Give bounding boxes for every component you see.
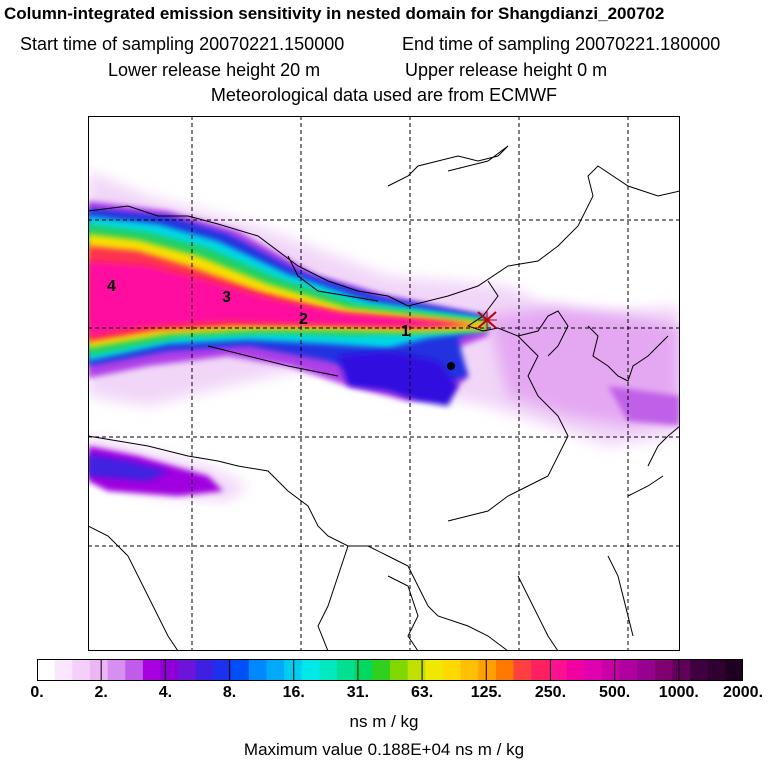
colorbar [37,659,743,681]
colorbar-segment [478,659,497,681]
colorbar-tick-label: 1000. [658,684,699,701]
colorbar-segment [601,659,620,681]
colorbar-tick-label: 16. [282,684,305,701]
emission-sensitivity-map: 1 2 3 4 [88,116,680,651]
colorbar-segment [707,659,726,681]
colorbar-segment [301,659,320,681]
met-data-label: Meteorological data used are from ECMWF [210,85,558,105]
colorbar-tick-label: 4. [158,684,173,701]
colorbar-segment [390,659,409,681]
colorbar-segment [195,659,214,681]
colorbar-tick-label: 500. [599,684,631,701]
colorbar-segment [72,659,91,681]
colorbar-tick-label: 0. [30,684,44,701]
colorbar-segment [690,659,709,681]
colorbar-segment [354,659,373,681]
colorbar-segment [160,659,179,681]
colorbar-tick-label: 250. [534,684,567,701]
colorbar-segment [213,659,232,681]
colorbar-segment [531,659,550,681]
colorbar-segment [372,659,391,681]
colorbar-tick-label: 125. [470,684,502,701]
city-dot [447,362,455,370]
colorbar-segment [89,659,109,681]
plume-layer [88,171,680,501]
release-height-row: Lower release height 20 m Upper release … [0,60,768,84]
colorbar-segment [142,659,162,681]
upper-release-label: Upper release height 0 m [405,60,608,80]
colorbar-segment [548,659,567,681]
colorbar-segment [248,659,267,681]
colorbar-tick-label: 8. [222,684,237,701]
day-marker-1: 1 [401,323,410,340]
colorbar-segment [319,659,338,681]
colorbar-segment [407,659,426,681]
colorbar-segment [566,659,585,681]
end-time-label: End time of sampling 20070221.180000 [402,34,721,54]
colorbar-segment [284,659,303,681]
start-time-label: Start time of sampling 20070221.150000 [20,34,345,54]
colorbar-segment [231,659,250,681]
colorbar-segment [584,659,603,681]
colorbar-tick-label: 2000. [722,684,764,701]
colorbar-segment [54,659,73,681]
coastlines [88,145,680,651]
colorbar-segment [107,659,126,681]
day-marker-3: 3 [222,289,231,306]
colorbar-tick-label: 31. [346,684,370,701]
colorbar-segment [513,659,532,681]
lat-lon-grid [88,116,680,651]
colorbar-segment [125,659,144,681]
colorbar-tick-label: 63. [410,684,434,701]
colorbar-segment [37,659,56,681]
day-marker-2: 2 [299,311,308,328]
colorbar-segment [495,659,515,681]
colorbar-segment [637,659,656,681]
colorbar-segment [337,659,356,681]
colorbar-tick-label: 2. [94,684,108,701]
colorbar-segment [460,659,479,681]
colorbar-segment [672,659,691,681]
sampling-time-row: Start time of sampling 20070221.150000 E… [0,34,768,58]
plot-title: Column-integrated emission sensitivity i… [4,4,665,23]
receptor-marker [477,310,497,330]
day-marker-4: 4 [107,278,116,295]
colorbar-segment [619,659,638,681]
lower-release-label: Lower release height 20 m [108,60,321,80]
colorbar-segment [654,659,673,681]
colorbar-segment [725,659,743,681]
colorbar-segment [425,659,444,681]
colorbar-segment [178,659,197,681]
units-label: ns m / kg [349,712,419,731]
colorbar-segment [266,659,285,681]
max-value-label: Maximum value 0.188E+04 ns m / kg [243,740,525,759]
colorbar-segment [442,659,462,681]
